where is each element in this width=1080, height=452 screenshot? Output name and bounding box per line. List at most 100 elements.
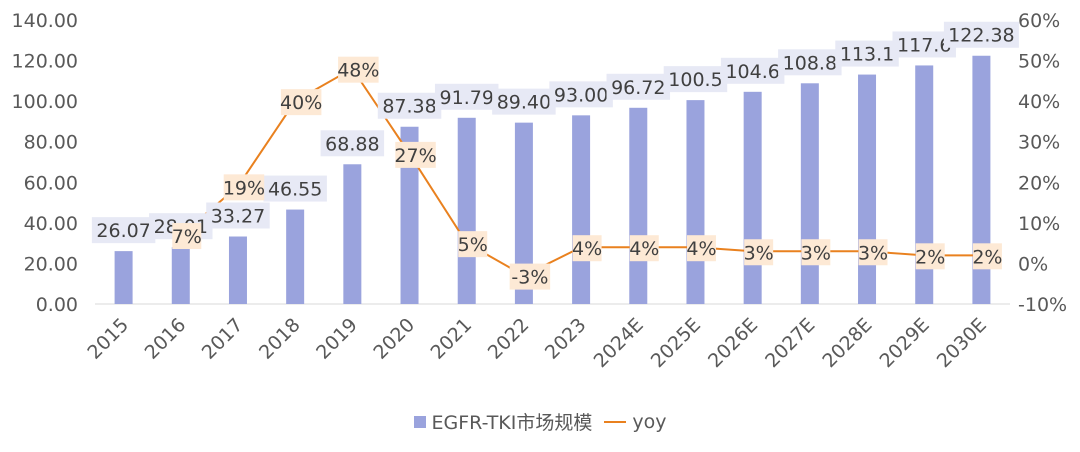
- bar-label-bg: [606, 73, 671, 100]
- y-right-tick-label: 30%: [1018, 132, 1060, 154]
- line-label-bg: [744, 239, 774, 266]
- bar-label-bg: [663, 66, 728, 93]
- x-tick-label: 2029E: [876, 314, 934, 372]
- y-left-tick-label: 40.00: [24, 213, 78, 235]
- bar-label-bg: [91, 217, 156, 244]
- x-tick-label: 2020: [369, 314, 419, 364]
- bar-label-bg: [263, 175, 327, 202]
- line-label-bg: [223, 174, 265, 201]
- bar: [457, 117, 476, 305]
- bar-label-bg: [778, 49, 842, 76]
- y-left-axis: 0.00 20.00 40.00 60.00 80.00 100.00 120.00 140.…: [12, 10, 78, 316]
- y-left-tick-label: 0.00: [36, 294, 78, 316]
- x-tick-label: 2016: [141, 314, 191, 364]
- y-right-tick-label: 50%: [1018, 51, 1060, 73]
- line-data-label: 4%: [686, 238, 716, 260]
- y-right-tick-label: 40%: [1018, 91, 1060, 113]
- x-tick-label: 2022: [484, 314, 534, 364]
- y-left-tick-label: 140.00: [12, 10, 78, 32]
- bar-data-label: 100.5: [668, 69, 722, 91]
- legend-line-swatch: [604, 420, 627, 423]
- line-label-bg: [915, 243, 945, 270]
- line-data-label: 5%: [458, 234, 488, 256]
- line-data-label: 3%: [744, 242, 774, 264]
- y-right-axis: -10% 0% 10% 20% 30% 40% 50% 60%: [1018, 10, 1067, 316]
- line-label-bg: [686, 235, 716, 262]
- x-tick-label: 2024E: [590, 314, 648, 372]
- bar-label-bg: [835, 40, 899, 67]
- legend-item-line[interactable]: yoy: [604, 410, 667, 433]
- line-data-label: -3%: [511, 267, 548, 289]
- bar-data-label: 91.79: [440, 87, 494, 109]
- line-data-label: 7%: [172, 226, 202, 248]
- y-left-tick-label: 100.00: [12, 91, 78, 113]
- bar-data-label: 113.1: [840, 44, 894, 66]
- line-label-bg: [458, 231, 488, 258]
- bar: [800, 83, 819, 304]
- line-label-bg: [509, 263, 551, 290]
- bar: [114, 251, 133, 304]
- legend: EGFR-TKI市场规模 yoy: [0, 408, 1080, 435]
- bar: [743, 91, 762, 304]
- bar-data-label: 96.72: [611, 77, 665, 99]
- bar: [572, 115, 591, 304]
- legend-line-label: yoy: [632, 410, 667, 433]
- bar: [858, 74, 877, 304]
- line-data-label: 27%: [394, 145, 436, 167]
- line-label-bg: [801, 239, 831, 266]
- line-label-bg: [858, 239, 888, 266]
- bar: [686, 100, 705, 304]
- line-label-bg: [395, 141, 436, 168]
- bar-label-bg: [206, 202, 270, 229]
- x-tick-label: 2023: [541, 314, 591, 364]
- line-data-label: 48%: [337, 60, 379, 82]
- y-right-tick-label: 10%: [1018, 213, 1060, 235]
- x-tick-label: 2019: [312, 314, 362, 364]
- bar-data-label: 104.6: [725, 61, 779, 83]
- line-label-bg: [280, 89, 322, 116]
- bar-label-bg: [549, 81, 613, 108]
- legend-bar-swatch: [413, 415, 426, 428]
- y-right-tick-label: 60%: [1018, 10, 1060, 32]
- y-left-tick-label: 60.00: [24, 172, 78, 194]
- bar-label-bg: [320, 130, 385, 157]
- bar: [228, 236, 247, 304]
- bar-data-label: 93.00: [554, 84, 608, 106]
- line-data-label: 4%: [572, 238, 602, 260]
- bar-label-bg: [943, 21, 1019, 48]
- y-left-tick-label: 120.00: [12, 51, 78, 73]
- line-data-label: 3%: [858, 242, 888, 264]
- line-label-bg: [338, 56, 379, 83]
- bar-data-label: 26.07: [96, 220, 150, 242]
- legend-bar-label: EGFR-TKI市场规模: [431, 412, 593, 434]
- bar: [343, 164, 362, 304]
- bar-label-bg: [492, 88, 556, 115]
- bar-data-label: 122.38: [948, 25, 1014, 47]
- bar-label-bg: [434, 83, 499, 110]
- bar-data-label: 68.88: [325, 133, 379, 155]
- line-data-label: 2%: [972, 246, 1002, 268]
- line-data-label: 19%: [223, 177, 265, 199]
- bar: [972, 55, 991, 305]
- line-data-label: 3%: [801, 242, 831, 264]
- y-left-tick-label: 20.00: [24, 253, 78, 275]
- bar-data-label: 46.55: [268, 179, 322, 201]
- bar-data-label: 87.38: [382, 96, 436, 118]
- y-left-tick-label: 80.00: [24, 132, 78, 154]
- line-data-label: 2%: [915, 246, 945, 268]
- bar-label-bg: [720, 57, 785, 84]
- bar-data-label: 33.27: [211, 206, 265, 228]
- line-label-bg: [629, 235, 659, 262]
- legend-item-bar[interactable]: EGFR-TKI市场规模: [413, 408, 593, 435]
- bar-data-label: 108.8: [783, 52, 837, 74]
- x-tick-label: 2018: [255, 314, 305, 364]
- bar: [514, 122, 533, 304]
- line-label-bg: [172, 223, 202, 250]
- line-label-bg: [572, 235, 602, 262]
- x-tick-label: 2027E: [761, 314, 819, 372]
- x-tick-label: 2021: [427, 314, 477, 364]
- y-right-tick-label: 20%: [1018, 172, 1060, 194]
- bar: [629, 107, 648, 304]
- x-tick-label: 2017: [198, 314, 248, 364]
- y-right-tick-label: -10%: [1018, 294, 1067, 316]
